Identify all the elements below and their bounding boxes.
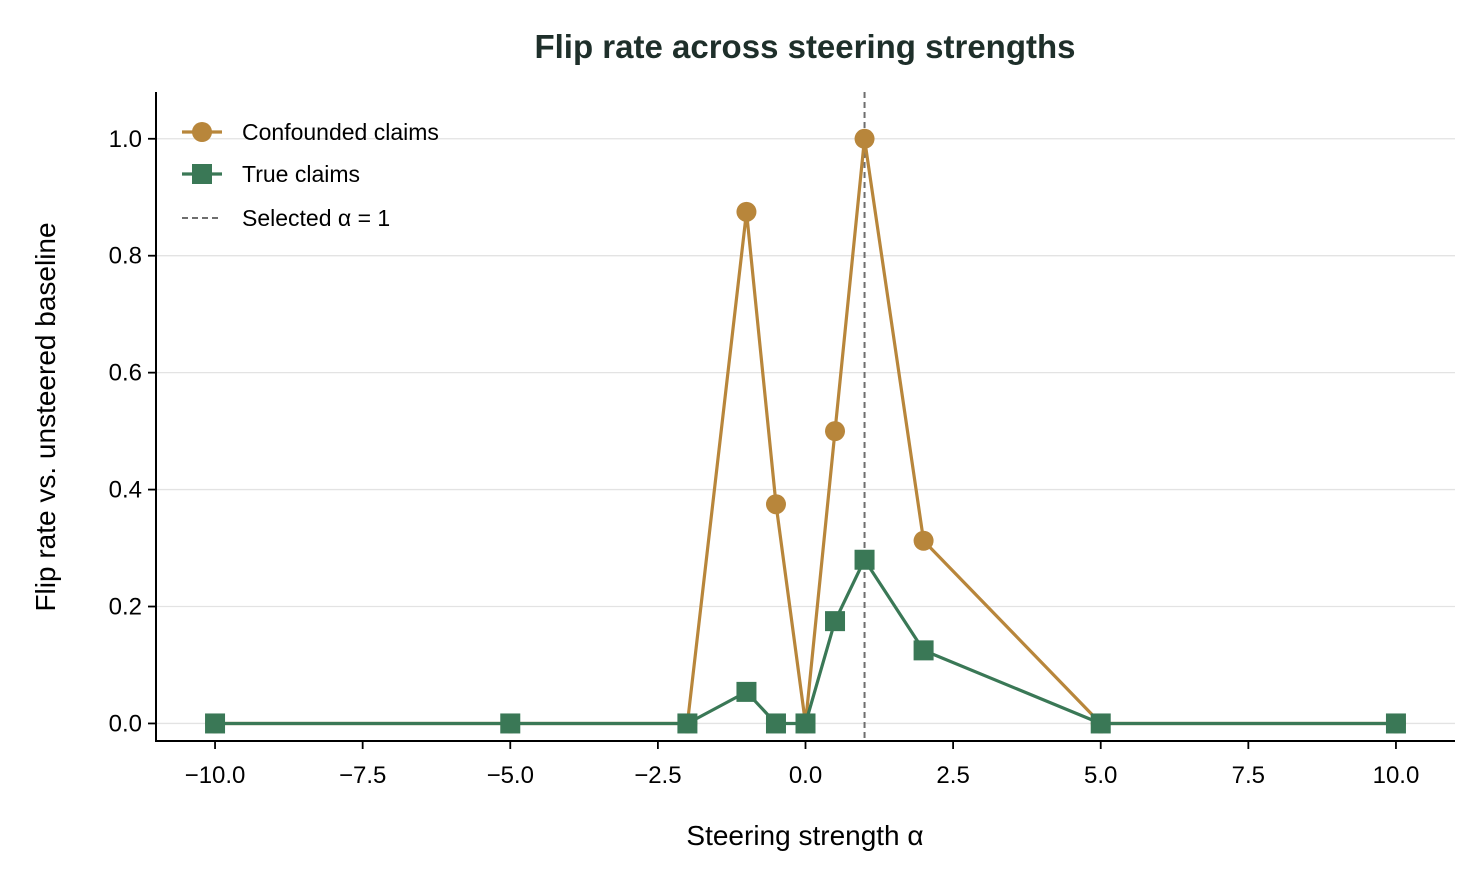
chart-title: Flip rate across steering strengths [534, 28, 1075, 65]
x-tick-label: −10.0 [185, 762, 246, 789]
x-tick-label: −2.5 [634, 762, 681, 789]
confounded-claims-point [765, 494, 786, 515]
confounded-claims-point [825, 421, 846, 442]
x-ticks: −10.0 −7.5 −5.0 −2.5 0.0 2.5 5.0 7.5 10.0 [185, 741, 1420, 789]
series-group [205, 128, 1406, 734]
true-claims-point [500, 713, 521, 734]
true-claims-point [1385, 713, 1406, 734]
true-claims-point [795, 713, 816, 734]
true-claims-point [913, 640, 934, 661]
true-claims-point [205, 713, 226, 734]
x-tick-label: −5.0 [487, 762, 534, 789]
true-claims-point [765, 713, 786, 734]
y-tick-label: 0.2 [109, 594, 142, 621]
legend-confounded-claims-label: Confounded claims [242, 119, 439, 145]
true-claims-point [677, 713, 698, 734]
true-claims-point [854, 549, 875, 570]
y-tick-label: 0.0 [109, 710, 142, 737]
legend-true-claims-label: True claims [242, 161, 360, 187]
x-tick-label: 2.5 [936, 762, 969, 789]
true-claims-point [736, 681, 757, 702]
legend-selected-alpha-label: Selected α = 1 [242, 205, 390, 231]
y-ticks: 0.0 0.2 0.4 0.6 0.8 1.0 [109, 126, 156, 737]
x-tick-label: 5.0 [1084, 762, 1117, 789]
y-tick-label: 0.6 [109, 360, 142, 387]
y-tick-label: 0.4 [109, 477, 142, 504]
true-claims-point [825, 611, 846, 632]
axes [155, 92, 1455, 742]
y-tick-label: 0.8 [109, 243, 142, 270]
x-tick-label: 10.0 [1373, 762, 1420, 789]
confounded-claims-point [854, 128, 875, 149]
x-tick-label: 0.0 [789, 762, 822, 789]
legend-confounded-claims-marker [192, 122, 212, 142]
legend: Confounded claims True claims Selected α =… [182, 119, 439, 231]
true-claims-line [215, 558, 1396, 726]
x-axis-label: Steering strength α [686, 820, 923, 851]
confounded-claims-point [913, 530, 934, 551]
confounded-claims-point [736, 201, 757, 222]
y-tick-label: 1.0 [109, 126, 142, 153]
confounded-claims-line [215, 137, 1396, 726]
true-claims-point [1090, 713, 1111, 734]
legend-true-claims-marker [192, 164, 212, 184]
x-tick-label: −7.5 [339, 762, 386, 789]
x-tick-label: 7.5 [1232, 762, 1265, 789]
y-axis-label: Flip rate vs. unsteered baseline [30, 222, 61, 611]
